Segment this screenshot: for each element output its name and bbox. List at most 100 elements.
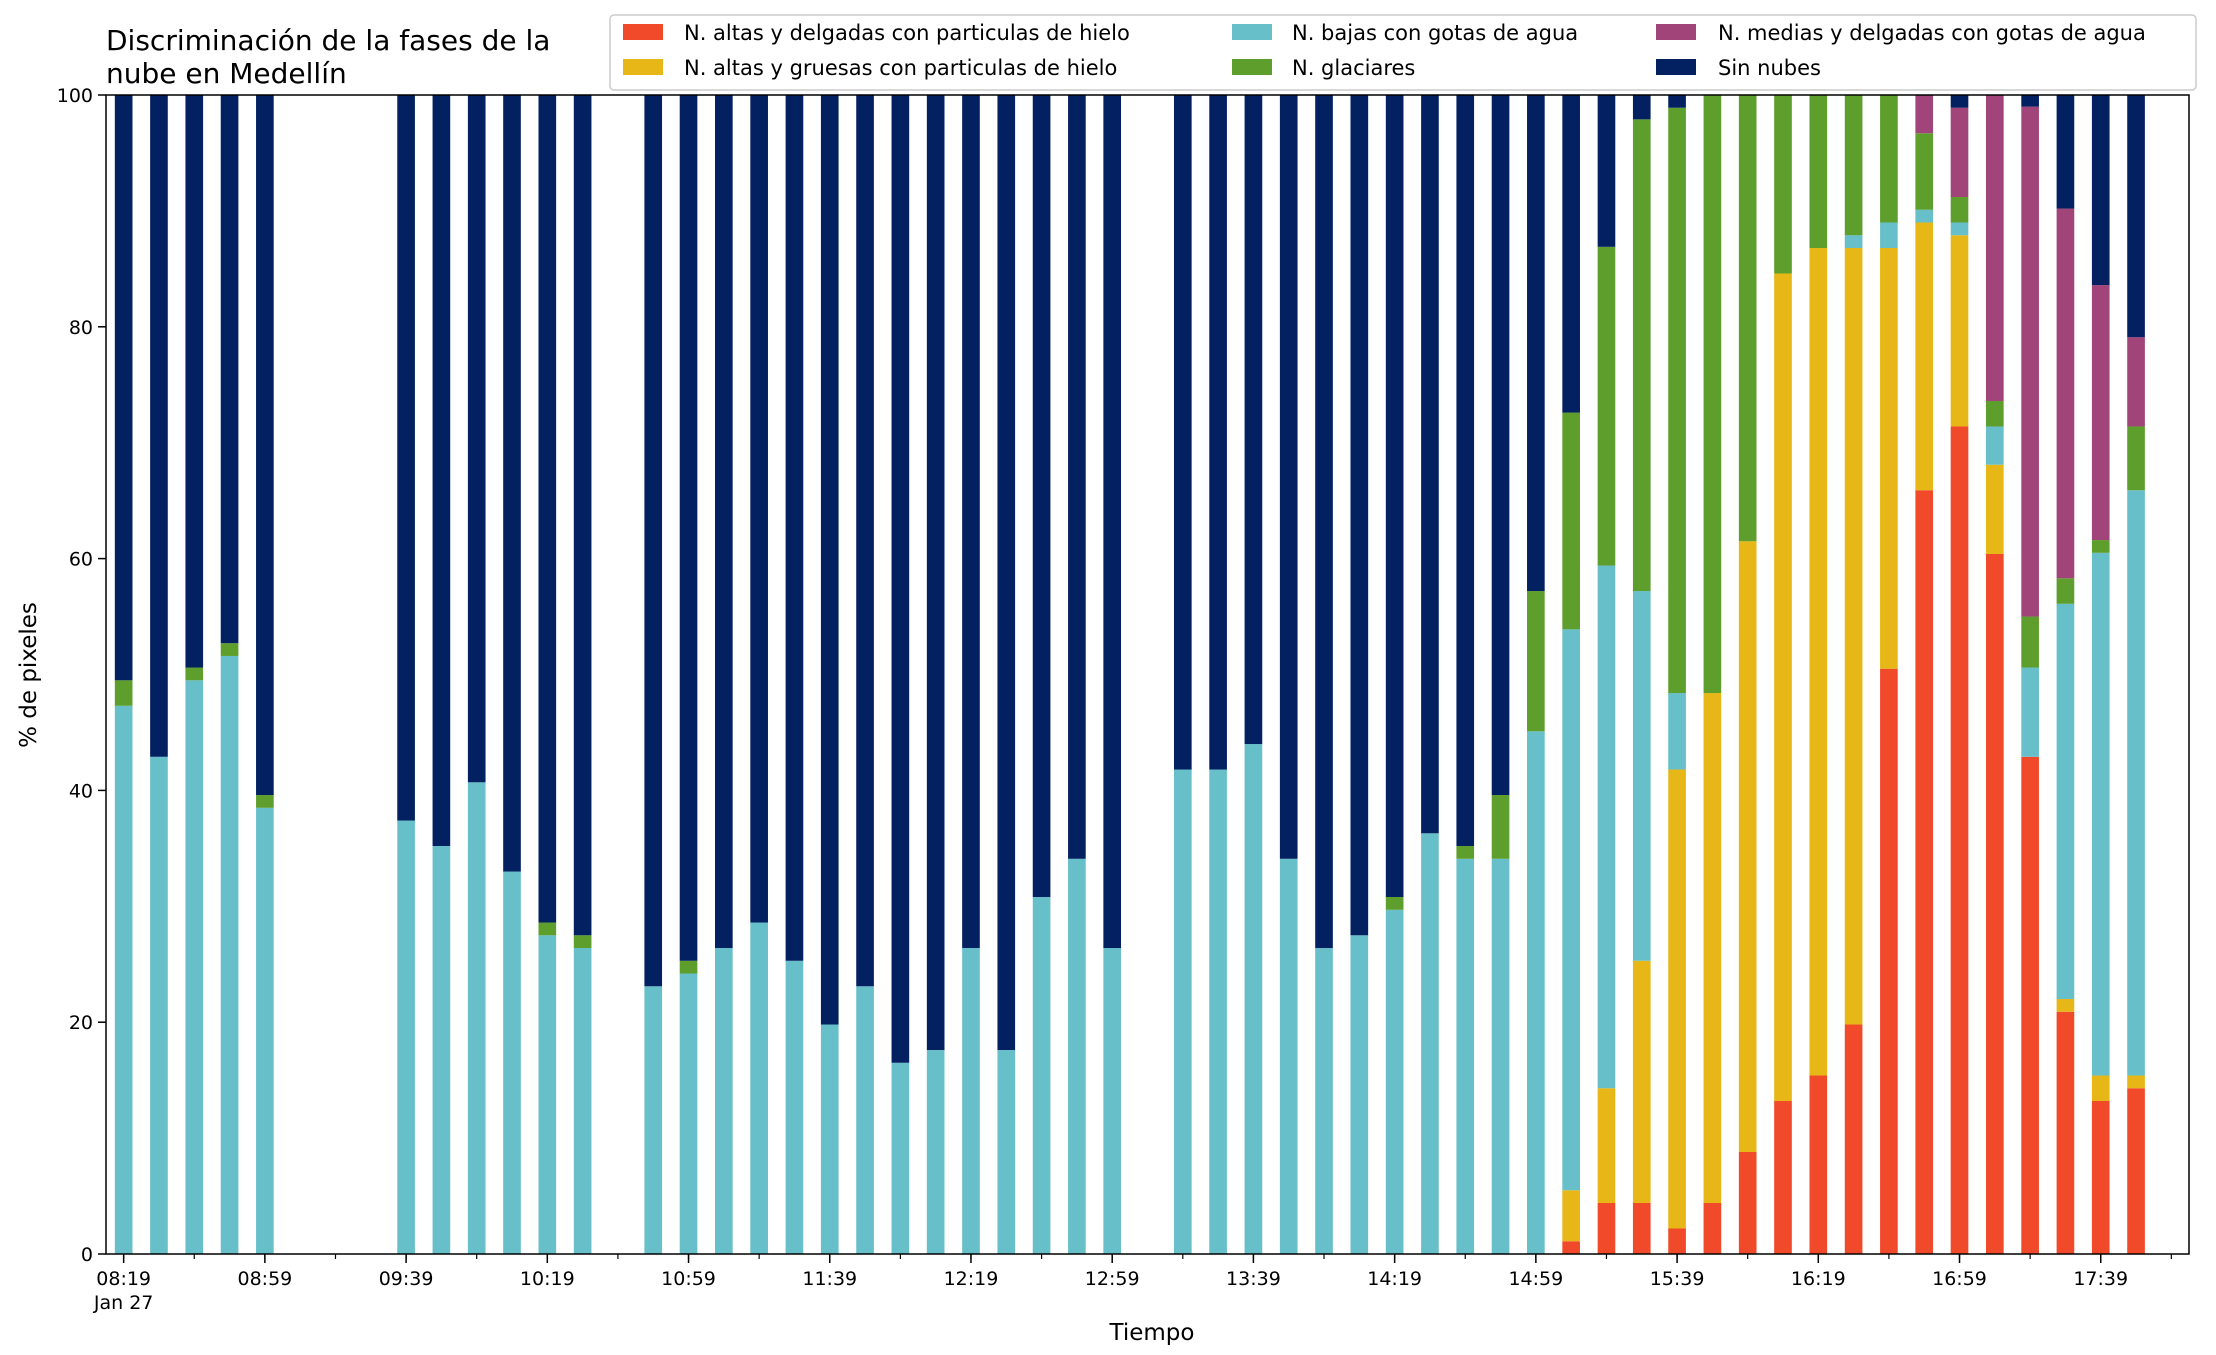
- bar-segment-45-0: [1880, 668, 1898, 1254]
- bar-segment-12-5: [679, 95, 698, 961]
- legend-swatch-altas-gruesas: [623, 59, 663, 75]
- bar-segment-4-2: [256, 807, 274, 1254]
- bar-segment-50-2: [2056, 603, 2075, 1000]
- y-tick-label-5: 100: [57, 85, 93, 107]
- bar-segment-34-2: [1491, 858, 1510, 1254]
- bar-segment-24-5: [1103, 95, 1122, 949]
- x-tick-label-7: 12:59: [1085, 1268, 1140, 1290]
- bar-segment-45-3: [1880, 95, 1898, 223]
- bar-segment-50-3: [2056, 578, 2075, 604]
- bar-segment-38-3: [1632, 119, 1651, 592]
- bar-segment-36-5: [1562, 95, 1580, 413]
- bar-segment-8-5: [503, 95, 521, 872]
- legend-box: [609, 14, 2197, 91]
- legend-label-altas-delgadas: N. altas y delgadas con particulas de hi…: [684, 21, 1130, 45]
- bar-segment-16-2: [820, 1024, 839, 1254]
- bar-segment-12-2: [679, 973, 698, 1254]
- bar-segment-34-3: [1491, 795, 1510, 859]
- bar-segment-33-3: [1456, 846, 1475, 859]
- bar-segment-25-5: [1173, 95, 1192, 770]
- bar-segment-34-5: [1491, 95, 1510, 796]
- bar-segment-52-1: [2127, 1075, 2145, 1089]
- bar-segment-19-5: [926, 95, 945, 1051]
- bar-segment-9-3: [538, 922, 557, 936]
- bar-segment-40-0: [1703, 1203, 1722, 1254]
- bar-segment-17-5: [856, 95, 874, 987]
- bar-segment-37-3: [1597, 246, 1616, 566]
- x-tick-label-13: 16:59: [1932, 1268, 1987, 1290]
- bar-segment-27-5: [1244, 95, 1263, 745]
- bar-segment-23-2: [1068, 858, 1086, 1254]
- bar-segment-50-1: [2056, 999, 2075, 1012]
- bar-segment-46-4: [1915, 95, 1934, 134]
- bar-segment-20-5: [962, 95, 980, 949]
- bar-segment-3-3: [220, 643, 239, 656]
- bar-segment-23-5: [1068, 95, 1086, 859]
- bar-segment-38-0: [1632, 1203, 1651, 1254]
- bar-segment-45-1: [1880, 247, 1898, 669]
- bar-segment-30-5: [1350, 95, 1369, 936]
- bar-segment-0-3: [114, 680, 133, 706]
- bar-segment-10-2: [573, 948, 592, 1254]
- bar-segment-18-2: [891, 1062, 910, 1254]
- bar-segment-9-2: [538, 935, 557, 1254]
- bar-segment-42-0: [1774, 1101, 1792, 1254]
- bar-segment-2-2: [185, 680, 204, 1254]
- bar-segment-31-5: [1385, 95, 1404, 898]
- bar-segment-6-5: [432, 95, 451, 847]
- bar-segment-32-2: [1421, 833, 1439, 1254]
- bar-segment-37-2: [1597, 565, 1616, 1089]
- x-tick-label-11: 15:39: [1650, 1268, 1705, 1290]
- bar-segment-39-3: [1668, 107, 1686, 694]
- bar-segment-32-5: [1421, 95, 1439, 834]
- bar-segment-48-2: [1986, 426, 2004, 465]
- bar-segment-52-4: [2127, 337, 2145, 427]
- legend-swatch-altas-delgadas: [623, 24, 663, 40]
- bar-segment-22-2: [1032, 897, 1051, 1254]
- bar-segment-5-2: [397, 820, 415, 1254]
- bar-segment-52-2: [2127, 490, 2145, 1076]
- legend-label-glaciares: N. glaciares: [1292, 56, 1415, 80]
- bar-segment-36-1: [1562, 1190, 1580, 1242]
- bar-segment-48-3: [1986, 400, 2004, 427]
- y-tick-label-4: 80: [69, 317, 93, 339]
- bar-segment-47-0: [1950, 426, 1969, 1255]
- bar-segment-35-3: [1527, 591, 1545, 732]
- bar-segment-28-2: [1279, 858, 1298, 1254]
- bar-segment-52-0: [2127, 1088, 2145, 1254]
- y-tick-label-2: 40: [69, 780, 93, 802]
- bar-segment-15-5: [785, 95, 804, 961]
- bar-segment-38-2: [1632, 591, 1651, 961]
- bar-segment-12-3: [679, 960, 698, 974]
- bar-segment-43-1: [1809, 247, 1828, 1076]
- bar-segment-41-1: [1738, 541, 1757, 1153]
- bar-segment-49-3: [2021, 616, 2039, 668]
- chart-title-line-2: nube en Medellín: [106, 57, 347, 90]
- x-tick-label-2: 09:39: [379, 1268, 434, 1290]
- bar-segment-25-2: [1173, 769, 1192, 1254]
- bars-layer: [114, 95, 2145, 1255]
- bar-segment-43-0: [1809, 1075, 1828, 1254]
- bar-segment-24-2: [1103, 948, 1122, 1254]
- bar-segment-42-3: [1774, 95, 1792, 274]
- bar-segment-3-2: [220, 655, 239, 1254]
- bar-segment-5-5: [397, 95, 415, 821]
- bar-segment-11-2: [644, 986, 663, 1254]
- bar-segment-47-5: [1950, 95, 1969, 108]
- bar-segment-31-3: [1385, 897, 1404, 910]
- bar-segment-11-5: [644, 95, 663, 987]
- bar-segment-17-2: [856, 986, 874, 1254]
- bar-segment-4-3: [256, 795, 274, 808]
- x-tick-label-4: 10:59: [661, 1268, 716, 1290]
- y-tick-label-1: 20: [69, 1012, 93, 1034]
- bar-segment-46-3: [1915, 133, 1934, 210]
- bar-segment-37-1: [1597, 1088, 1616, 1203]
- bar-segment-36-2: [1562, 629, 1580, 1191]
- bar-segment-51-5: [2091, 95, 2110, 286]
- bar-segment-31-2: [1385, 909, 1404, 1254]
- bar-segment-26-5: [1209, 95, 1227, 770]
- bar-segment-45-2: [1880, 222, 1898, 248]
- bar-segment-50-0: [2056, 1011, 2075, 1254]
- bar-segment-49-4: [2021, 106, 2039, 617]
- bar-segment-44-0: [1844, 1024, 1863, 1254]
